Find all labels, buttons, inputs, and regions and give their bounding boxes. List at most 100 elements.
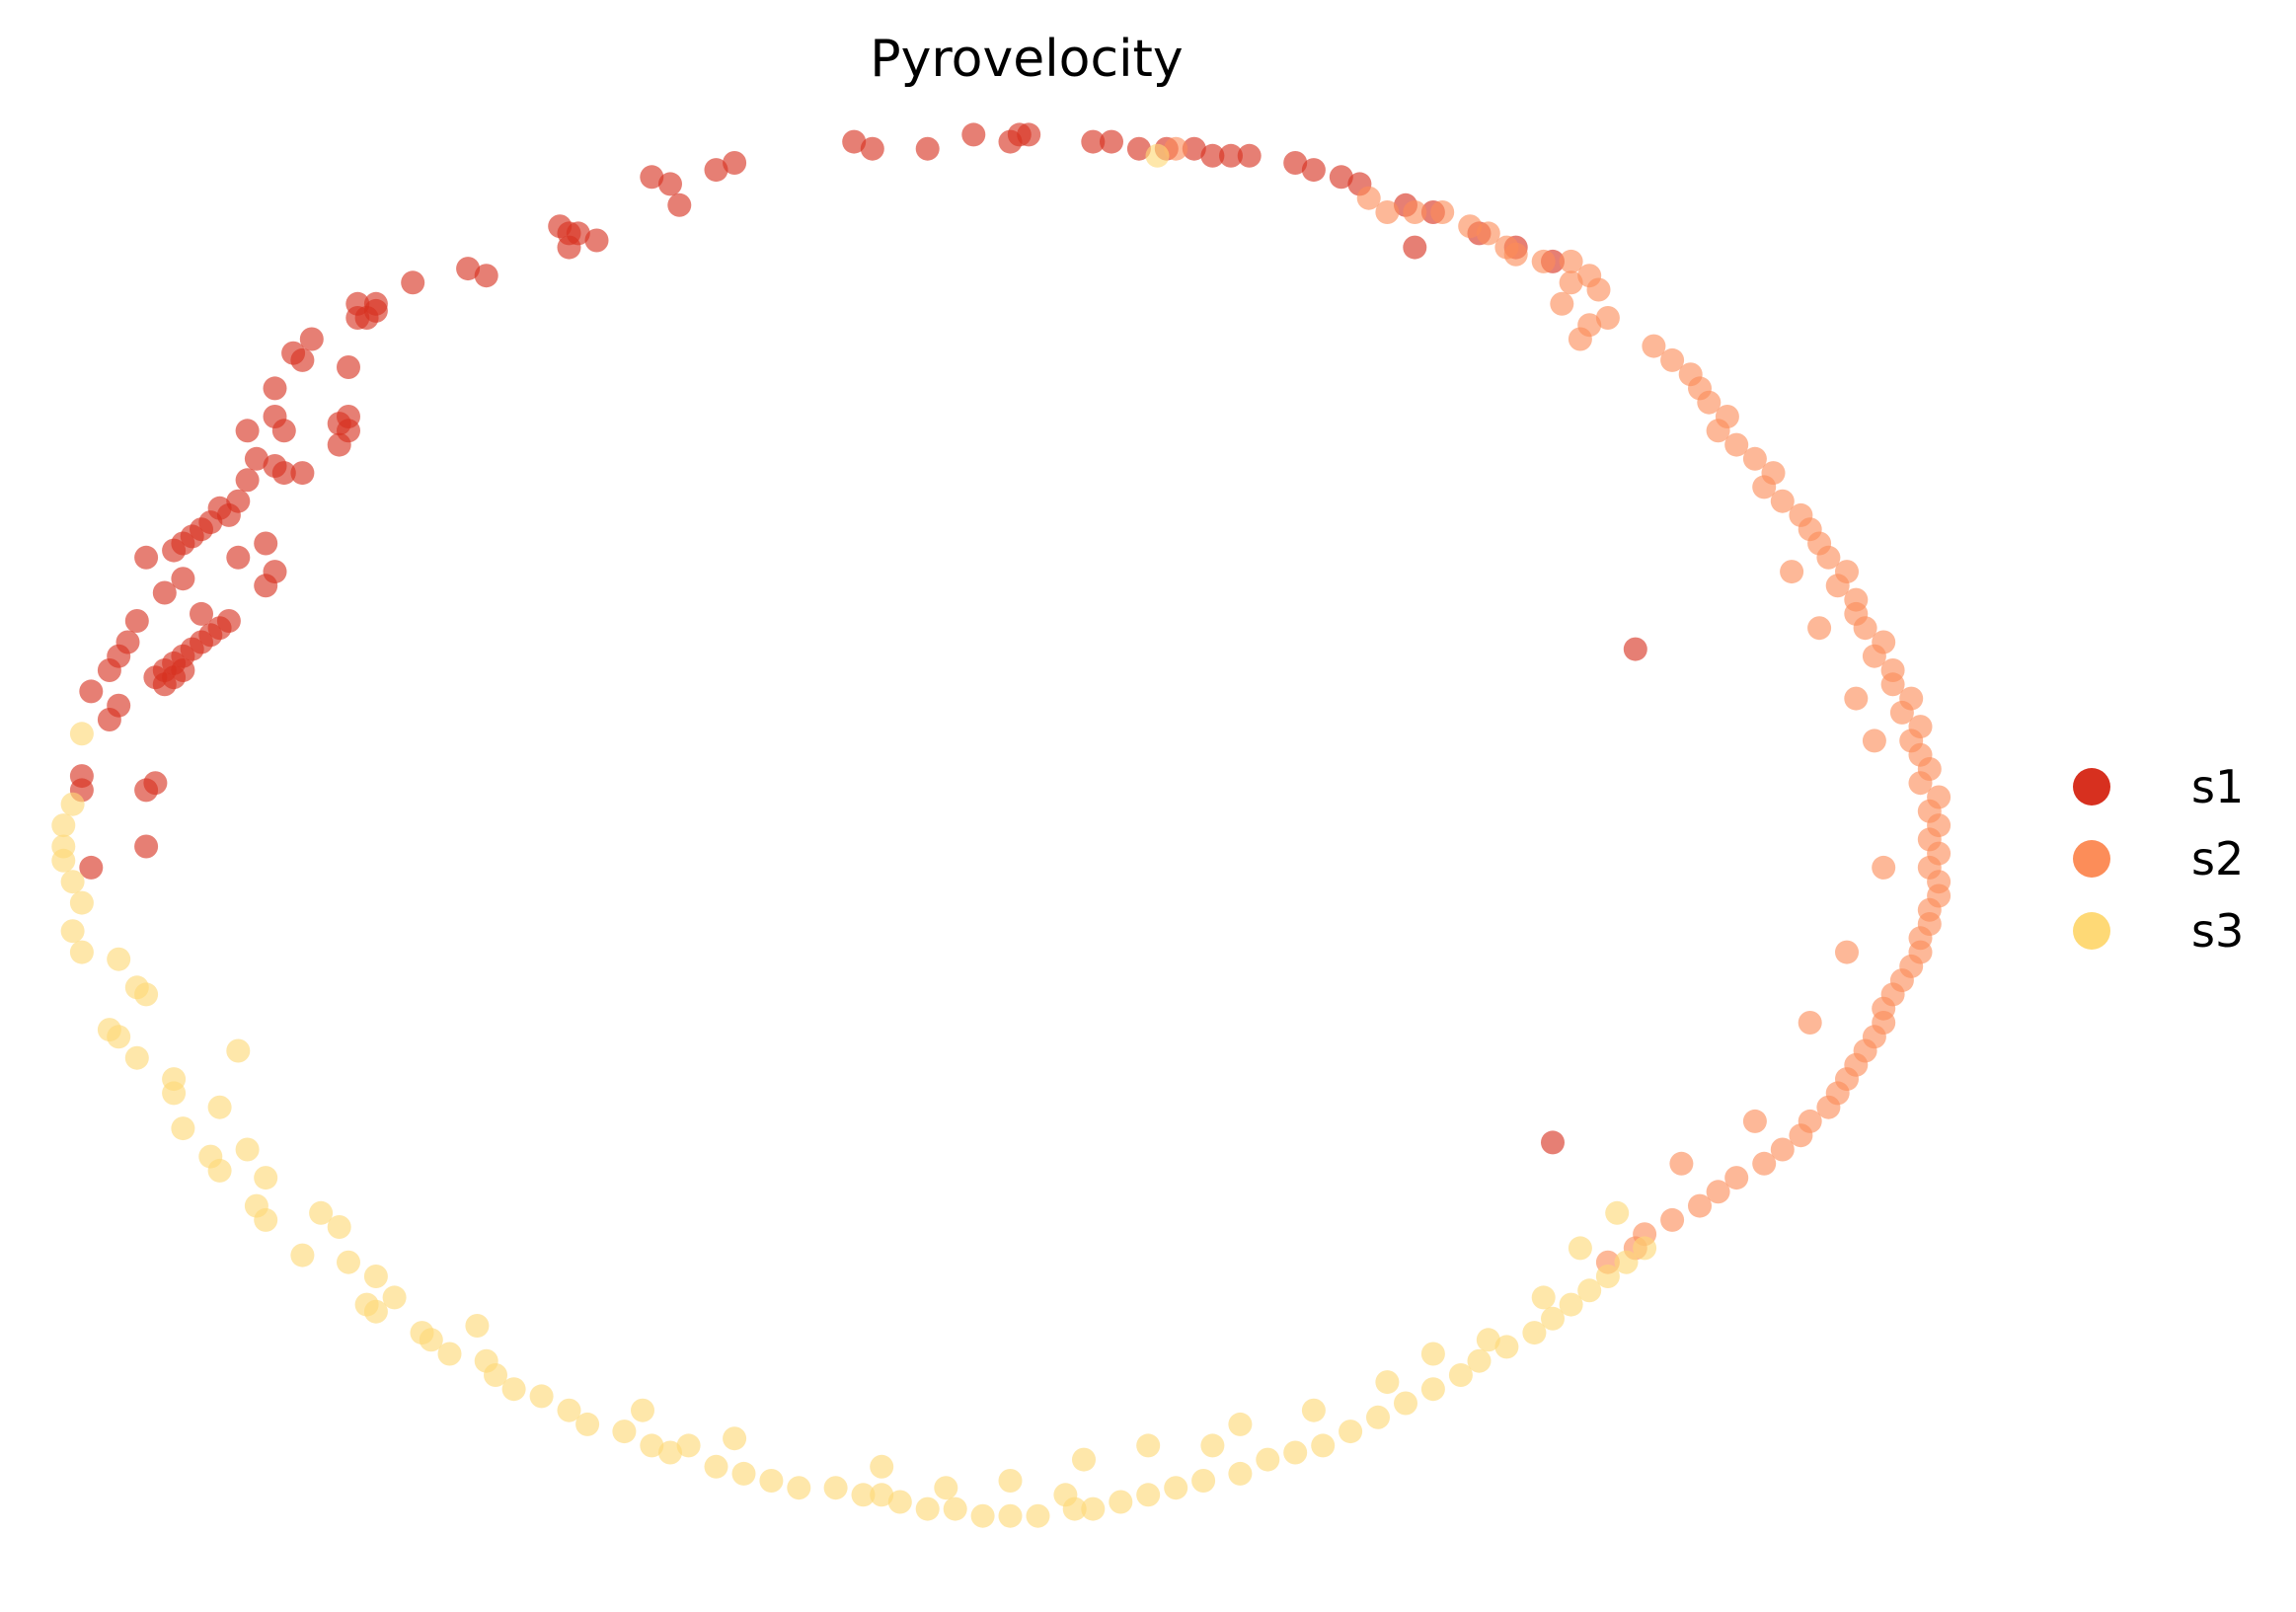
point-s3-8 [60, 919, 85, 944]
point-s2-2 [1375, 200, 1400, 224]
point-s1-14 [1126, 136, 1151, 161]
point-s3-15 [124, 1045, 149, 1070]
point-s1-7 [640, 165, 664, 190]
point-s1-97 [143, 771, 168, 796]
point-s3-62 [1191, 1469, 1216, 1493]
point-s3-46 [731, 1461, 756, 1486]
point-s1-90 [216, 609, 241, 633]
point-s2-3 [1403, 200, 1427, 224]
point-s1-54 [244, 446, 268, 471]
legend-label-s2: s2 [2191, 831, 2245, 885]
point-s3-76 [1559, 1292, 1583, 1317]
point-s1-44 [290, 347, 315, 372]
point-s1-34 [456, 257, 481, 281]
point-s3-78 [1595, 1265, 1620, 1288]
point-s2-12 [1559, 270, 1583, 295]
point-s1-3 [961, 122, 986, 147]
point-s3-50 [851, 1483, 876, 1507]
point-s3-67 [1339, 1420, 1363, 1444]
point-s2-79 [1688, 1193, 1712, 1218]
point-s2-18 [1642, 334, 1666, 358]
point-s3-54 [970, 1503, 995, 1528]
point-s2-22 [1697, 390, 1722, 415]
point-s3-81 [676, 1433, 701, 1458]
point-s2-77 [1724, 1166, 1749, 1190]
point-s3-28 [337, 1250, 360, 1274]
point-s3-43 [640, 1433, 664, 1458]
point-s1-10 [658, 172, 682, 196]
point-s1-8 [704, 158, 728, 183]
point-s1-70 [254, 574, 278, 598]
point-s3-79 [1614, 1250, 1639, 1274]
point-s2-74 [1789, 1123, 1813, 1148]
point-s2-8 [1503, 242, 1528, 267]
point-s3-100 [870, 1483, 894, 1507]
point-s3-55 [998, 1503, 1023, 1528]
point-s3-70 [1420, 1377, 1445, 1402]
point-s3-27 [327, 1215, 351, 1239]
point-s1-79 [79, 679, 104, 704]
point-s1-12 [1081, 129, 1106, 154]
point-s2-83 [1807, 616, 1832, 641]
point-s3-61 [1164, 1476, 1188, 1500]
point-s3-35 [437, 1342, 462, 1366]
point-s3-47 [759, 1469, 784, 1493]
point-s1-93 [171, 658, 195, 682]
point-s3-34 [419, 1328, 443, 1352]
point-s1-68 [254, 531, 278, 556]
point-s2-28 [1752, 475, 1777, 499]
point-s2-1 [1356, 186, 1381, 210]
point-s2-84 [1844, 686, 1869, 711]
point-s3-40 [557, 1398, 581, 1422]
point-s2-90 [1669, 1151, 1694, 1176]
point-s2-13 [1586, 277, 1611, 302]
point-s1-58 [235, 468, 260, 493]
point-s1-0 [842, 129, 867, 154]
point-s1-73 [152, 580, 177, 605]
point-s1-100 [1403, 235, 1427, 260]
point-s2-26 [1742, 446, 1767, 471]
point-s2-25 [1724, 432, 1749, 457]
point-s3-5 [51, 848, 76, 873]
point-s3-39 [529, 1384, 554, 1409]
point-s1-11 [667, 192, 692, 217]
point-s3-31 [363, 1299, 388, 1324]
point-s1-1 [860, 136, 884, 161]
point-s3-38 [501, 1377, 526, 1402]
point-s3-95 [1605, 1200, 1630, 1225]
point-s3-0 [1145, 143, 1170, 168]
point-s2-14 [1550, 291, 1574, 316]
point-s3-71 [1448, 1363, 1473, 1387]
point-s3-84 [934, 1476, 958, 1500]
point-s1-46 [263, 376, 287, 401]
point-s3-69 [1394, 1391, 1417, 1416]
point-s3-74 [1522, 1321, 1547, 1345]
point-s3-44 [658, 1440, 682, 1465]
point-s2-89 [1742, 1109, 1767, 1133]
point-s1-71 [171, 567, 195, 591]
point-s3-60 [1136, 1483, 1161, 1507]
point-s1-49 [235, 419, 260, 443]
point-s3-49 [823, 1476, 848, 1500]
point-s2-17 [1568, 327, 1592, 351]
point-s3-25 [254, 1207, 278, 1232]
point-s1-19 [1237, 143, 1262, 168]
point-s2-49 [1908, 771, 1933, 796]
point-s2-19 [1660, 347, 1685, 372]
point-s3-93 [1531, 1285, 1556, 1310]
point-s3-94 [1568, 1236, 1592, 1261]
point-s3-64 [1256, 1447, 1280, 1472]
point-s2-38 [1853, 616, 1877, 641]
point-s1-75 [124, 609, 149, 633]
point-s1-67 [226, 545, 251, 570]
point-s3-37 [484, 1363, 507, 1387]
point-s3-56 [1026, 1503, 1050, 1528]
point-s3-86 [1072, 1447, 1096, 1472]
point-s1-42 [299, 327, 324, 351]
point-s3-77 [1577, 1278, 1602, 1303]
point-s2-76 [1752, 1151, 1777, 1176]
point-s3-7 [69, 890, 94, 915]
point-s3-96 [207, 1095, 232, 1119]
point-s2-9 [1531, 249, 1556, 273]
